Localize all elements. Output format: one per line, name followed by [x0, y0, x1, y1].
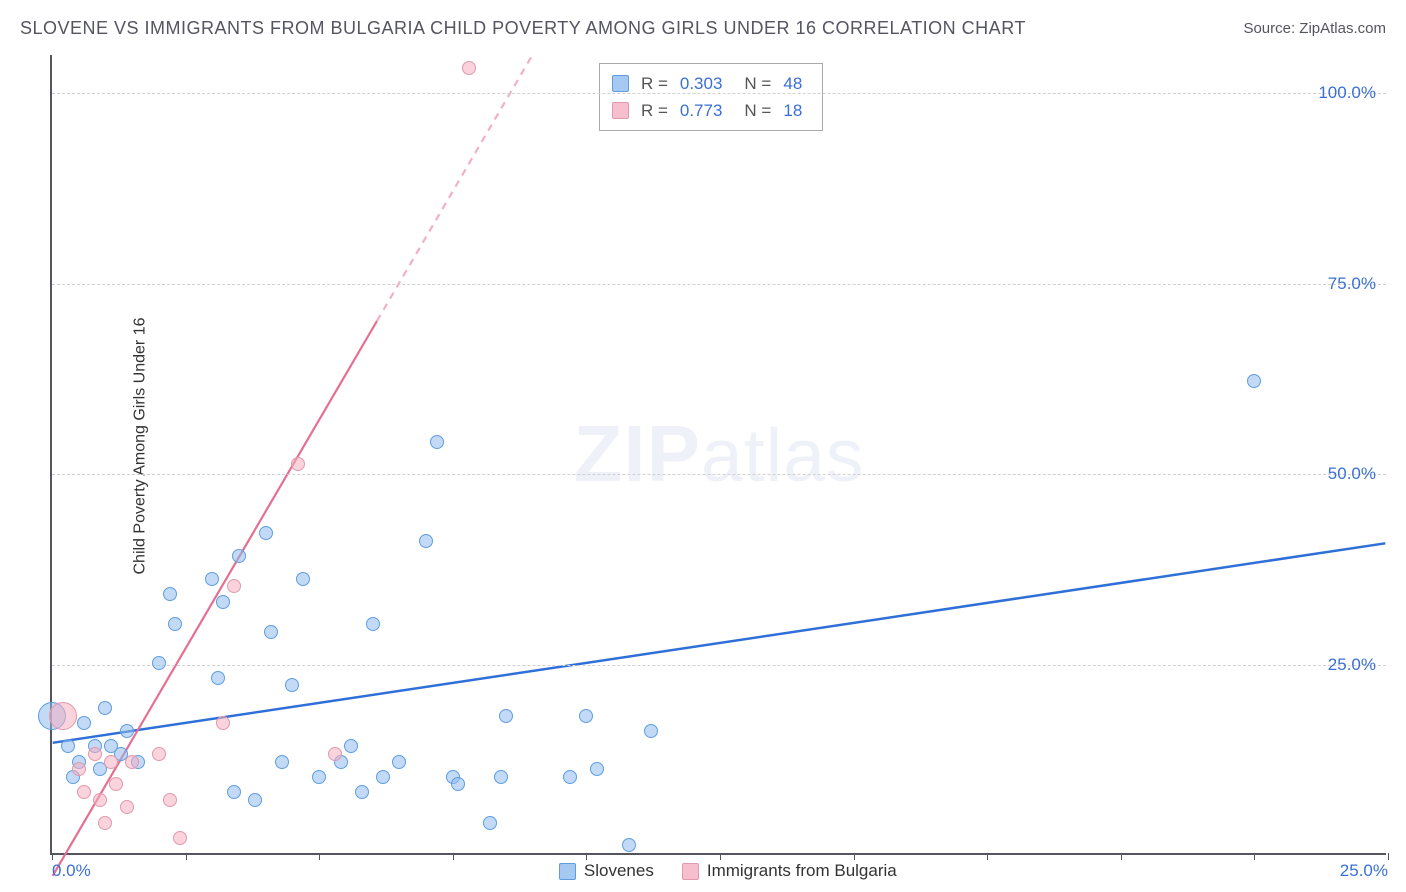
y-tick-label: 50.0%	[1328, 464, 1376, 484]
data-point	[98, 816, 112, 830]
x-tick-mark	[319, 853, 320, 860]
data-point	[211, 671, 225, 685]
stats-row: R = 0.773 N = 18	[612, 97, 802, 124]
legend-label: Immigrants from Bulgaria	[707, 861, 897, 881]
data-point	[376, 770, 390, 784]
data-point	[366, 617, 380, 631]
regression-lines	[52, 55, 1386, 853]
data-point	[216, 716, 230, 730]
data-point	[168, 617, 182, 631]
legend-swatch	[612, 75, 629, 92]
x-tick-mark	[1254, 853, 1255, 860]
data-point	[462, 61, 476, 75]
x-tick-mark	[586, 853, 587, 860]
data-point	[205, 572, 219, 586]
data-point	[49, 702, 77, 730]
gridline	[52, 474, 1386, 475]
data-point	[227, 785, 241, 799]
data-point	[152, 747, 166, 761]
data-point	[163, 587, 177, 601]
legend-label: Slovenes	[584, 861, 654, 881]
gridline	[52, 665, 1386, 666]
x-tick-label: 0.0%	[52, 861, 91, 881]
data-point	[216, 595, 230, 609]
data-point	[590, 762, 604, 776]
data-point	[163, 793, 177, 807]
data-point	[451, 777, 465, 791]
y-tick-label: 100.0%	[1318, 83, 1376, 103]
watermark: ZIPatlas	[574, 408, 865, 500]
data-point	[98, 701, 112, 715]
data-point	[296, 572, 310, 586]
chart-area: ZIPatlas R = 0.303 N = 48 R = 0.773 N = …	[50, 55, 1386, 855]
data-point	[285, 678, 299, 692]
data-point	[494, 770, 508, 784]
data-point	[1247, 374, 1261, 388]
data-point	[563, 770, 577, 784]
r-value: 0.773	[680, 97, 723, 124]
data-point	[173, 831, 187, 845]
data-point	[499, 709, 513, 723]
data-point	[248, 793, 262, 807]
header: SLOVENE VS IMMIGRANTS FROM BULGARIA CHIL…	[0, 0, 1406, 49]
source-attribution: Source: ZipAtlas.com	[1243, 20, 1386, 37]
data-point	[120, 800, 134, 814]
legend-swatch	[612, 102, 629, 119]
data-point	[644, 724, 658, 738]
gridline	[52, 93, 1386, 94]
data-point	[232, 549, 246, 563]
data-point	[104, 755, 118, 769]
data-point	[483, 816, 497, 830]
legend-swatch	[559, 863, 576, 880]
data-point	[61, 739, 75, 753]
r-label: R =	[641, 97, 668, 124]
data-point	[88, 747, 102, 761]
data-point	[259, 526, 273, 540]
data-point	[120, 724, 134, 738]
data-point	[109, 777, 123, 791]
data-point	[152, 656, 166, 670]
data-point	[72, 762, 86, 776]
x-tick-mark	[186, 853, 187, 860]
data-point	[77, 785, 91, 799]
bottom-legend: Slovenes Immigrants from Bulgaria	[559, 861, 897, 881]
data-point	[328, 747, 342, 761]
n-label: N =	[744, 97, 771, 124]
data-point	[622, 838, 636, 852]
legend-swatch	[682, 863, 699, 880]
data-point	[264, 625, 278, 639]
x-tick-mark	[1388, 853, 1389, 860]
stats-box: R = 0.303 N = 48 R = 0.773 N = 18	[599, 63, 823, 131]
data-point	[355, 785, 369, 799]
x-tick-mark	[987, 853, 988, 860]
x-tick-mark	[52, 853, 53, 860]
data-point	[312, 770, 326, 784]
y-tick-label: 25.0%	[1328, 655, 1376, 675]
data-point	[125, 755, 139, 769]
x-tick-label: 25.0%	[1340, 861, 1388, 881]
chart-title: SLOVENE VS IMMIGRANTS FROM BULGARIA CHIL…	[20, 18, 1026, 39]
y-tick-label: 75.0%	[1328, 274, 1376, 294]
legend-item: Immigrants from Bulgaria	[682, 861, 897, 881]
legend-item: Slovenes	[559, 861, 654, 881]
x-tick-mark	[720, 853, 721, 860]
gridline	[52, 284, 1386, 285]
data-point	[77, 716, 91, 730]
data-point	[344, 739, 358, 753]
x-tick-mark	[1121, 853, 1122, 860]
data-point	[291, 457, 305, 471]
data-point	[430, 435, 444, 449]
data-point	[227, 579, 241, 593]
data-point	[93, 793, 107, 807]
n-value: 18	[783, 97, 802, 124]
x-tick-mark	[453, 853, 454, 860]
data-point	[579, 709, 593, 723]
data-point	[392, 755, 406, 769]
data-point	[275, 755, 289, 769]
data-point	[419, 534, 433, 548]
x-tick-mark	[854, 853, 855, 860]
